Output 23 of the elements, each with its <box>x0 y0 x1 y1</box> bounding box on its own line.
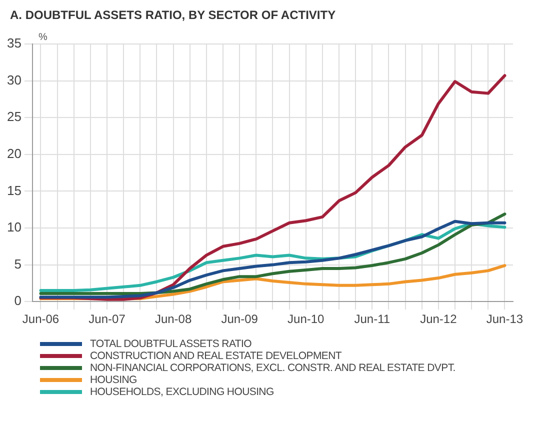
x-tick-label: Jun-08 <box>154 312 192 326</box>
legend-label: TOTAL DOUBTFUL ASSETS RATIO <box>90 338 252 350</box>
legend-label: NON-FINANCIAL CORPORATIONS, EXCL. CONSTR. AND REAL ESTATE DVPT. <box>90 362 456 374</box>
y-tick-label: 35 <box>6 36 22 51</box>
legend-label: CONSTRUCTION AND REAL ESTATE DEVELOPMENT <box>90 350 342 362</box>
x-tick-label: Jun-07 <box>88 312 126 326</box>
y-tick-label: 20 <box>6 146 22 161</box>
x-tick-label: Jun-09 <box>221 312 258 326</box>
y-tick-label: 10 <box>6 220 22 235</box>
y-tick-label: 0 <box>14 293 22 308</box>
y-tick-label: 25 <box>6 109 22 124</box>
x-tick-label: Jun-13 <box>486 312 524 326</box>
y-tick-label: 30 <box>6 72 22 88</box>
y-tick-label: 15 <box>6 182 22 198</box>
x-tick-label: Jun-11 <box>354 312 390 326</box>
chart-title: A. DOUBTFUL ASSETS RATIO, BY SECTOR OF ACTIVITY <box>9 7 337 24</box>
legend-label: HOUSING <box>90 374 137 386</box>
y-tick-label: 5 <box>14 256 22 272</box>
y-axis-title: % <box>38 32 48 43</box>
x-tick-label: Jun-10 <box>288 312 325 326</box>
x-tick-label: Jun-12 <box>420 312 458 326</box>
x-tick-label: Jun-06 <box>22 312 60 326</box>
legend-label: HOUSEHOLDS, EXCLUDING HOUSING <box>90 386 274 398</box>
